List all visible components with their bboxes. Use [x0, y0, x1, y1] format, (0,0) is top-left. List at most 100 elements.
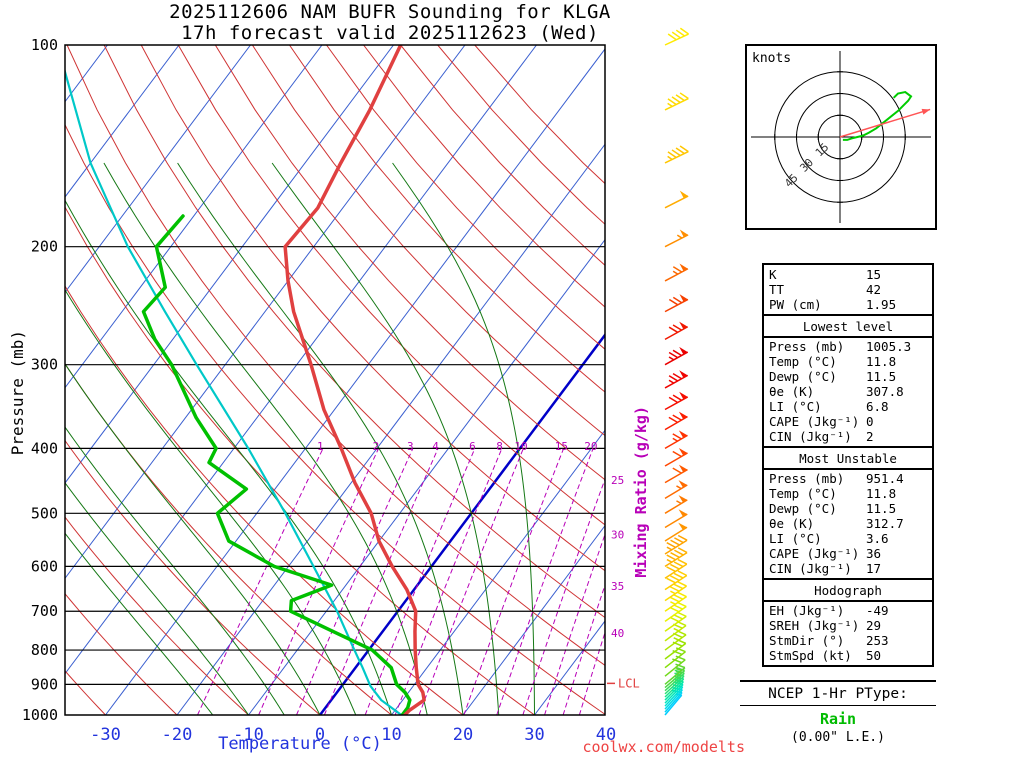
pressure-tick-label: 700 — [31, 602, 58, 620]
temperature-tick-label: 40 — [596, 725, 616, 745]
stats-row: PW (cm) 1.95 — [769, 297, 897, 312]
stats-row: StmSpd (kt) 50 — [769, 648, 882, 663]
hodograph-trace — [842, 90, 913, 141]
mixing-ratio-label: 20 — [584, 440, 597, 453]
stats-section: K 15 TT 42 PW (cm) 1.95 — [764, 265, 932, 314]
pressure-tick-label: 600 — [31, 557, 58, 575]
stats-section: Most Unstable Press (mb) 951.4 Temp (°C) 11.… — [764, 446, 932, 578]
mixing-ratio-label: 30 — [611, 529, 624, 542]
wind-barb — [664, 145, 689, 164]
wind-barb — [664, 611, 687, 632]
title-line-1: 2025112606 NAM BUFR Sounding for KLGA — [169, 1, 611, 23]
pressure-axis-label: Pressure (mb) — [8, 330, 27, 456]
stats-row: θe (K) 312.7 — [769, 516, 904, 531]
wind-barb — [664, 92, 689, 111]
hodograph-units-label: knots — [752, 51, 791, 66]
wind-barb — [664, 370, 689, 389]
stats-row: Temp (°C) 11.8 — [769, 486, 897, 501]
mixing-ratio-label: 40 — [611, 627, 624, 640]
stats-row: LI (°C) 3.6 — [769, 531, 889, 546]
mixing-ratio-label: 4 — [432, 440, 439, 453]
wind-barb — [664, 601, 687, 623]
mixing-ratio-label: 35 — [611, 580, 624, 593]
ptype-heading: NCEP 1-Hr PType: — [740, 680, 936, 706]
stats-row: θe (K) 307.8 — [769, 384, 904, 399]
temperature-tick-label: 0 — [315, 725, 325, 745]
wind-barb — [664, 663, 686, 685]
stats-row: CIN (Jkg⁻¹) 17 — [769, 561, 882, 576]
stats-section: Lowest level Press (mb) 1005.3 Temp (°C) 11.… — [764, 314, 932, 446]
ptype-block: NCEP 1-Hr PType: Rain (0.00" L.E.) — [740, 680, 936, 745]
stats-section-title: Hodograph — [764, 582, 932, 602]
temperature-tick-label: 30 — [524, 725, 544, 745]
mixing-ratio-axis-label: Mixing Ratio (g/kg) — [632, 406, 650, 578]
mixing-ratio-label: 25 — [611, 474, 624, 487]
lcl-label: LCL — [618, 676, 640, 690]
wind-barb — [664, 411, 688, 431]
wind-barb — [664, 27, 689, 46]
stats-row: SREH (Jkg⁻¹) 29 — [769, 618, 882, 633]
mixing-ratio-label: 3 — [407, 440, 414, 453]
stats-row: Temp (°C) 11.8 — [769, 354, 897, 369]
mixing-ratio-label: 8 — [496, 440, 503, 453]
wind-barb — [664, 430, 688, 450]
mixing-ratio-label: 6 — [469, 440, 476, 453]
pressure-tick-label: 200 — [31, 238, 58, 256]
wind-barb — [664, 509, 688, 529]
parcel-curve — [65, 67, 404, 715]
wind-barb — [664, 346, 689, 366]
pressure-tick-label: 1000 — [22, 706, 58, 724]
stats-row: CAPE (Jkg⁻¹) 36 — [769, 546, 882, 561]
pressure-tick-label: 800 — [31, 641, 58, 659]
wind-barb — [664, 591, 687, 612]
temperature-tick-label: 10 — [381, 725, 401, 745]
stats-section: Hodograph EH (Jkg⁻¹) -49 SREH (Jkg⁻¹) 29 StmD… — [764, 578, 932, 665]
wind-barb — [664, 570, 688, 591]
stats-row: Press (mb) 951.4 — [769, 471, 904, 486]
pressure-tick-label: 100 — [31, 36, 58, 54]
wind-barb — [664, 547, 688, 567]
dewpoint-curve — [141, 214, 412, 715]
wind-barb — [664, 655, 686, 677]
sounding-curves — [65, 45, 426, 715]
wind-barb — [664, 229, 689, 248]
wind-barb — [664, 581, 687, 602]
temperature-tick-label: -30 — [90, 725, 121, 745]
wind-barb — [664, 495, 688, 514]
pressure-tick-label: 400 — [31, 439, 58, 457]
pressure-tick-label: 500 — [31, 504, 58, 522]
pressure-tick-label: 900 — [31, 675, 58, 693]
mixing-ratio-label: 15 — [555, 440, 568, 453]
stats-row: EH (Jkg⁻¹) -49 — [769, 603, 889, 618]
wind-barb — [664, 190, 689, 209]
hodograph-ring-label: 15 — [813, 141, 832, 160]
stats-row: Press (mb) 1005.3 — [769, 339, 912, 354]
wind-barb — [664, 464, 688, 484]
stats-section-title: Most Unstable — [764, 450, 932, 470]
temperature-tick-label: 20 — [453, 725, 473, 745]
ptype-liquid-equivalent: (0.00" L.E.) — [791, 730, 885, 745]
wind-barb — [664, 480, 688, 500]
stats-section-title: Lowest level — [764, 318, 932, 338]
wind-barb — [664, 391, 689, 411]
wind-barb — [664, 558, 688, 579]
stats-row: CIN (Jkg⁻¹) 2 — [769, 429, 874, 444]
stats-row: LI (°C) 6.8 — [769, 399, 889, 414]
temperature-curve — [283, 45, 426, 715]
temperature-tick-label: -20 — [162, 725, 193, 745]
skewt-gridlines — [65, 45, 605, 715]
ptype-value: Rain — [819, 710, 857, 728]
storm-motion-vector — [839, 108, 931, 138]
stats-row: StmDir (°) 253 — [769, 633, 889, 648]
mixing-ratio-label: 10 — [514, 440, 527, 453]
stats-row: Dewp (°C) 11.5 — [769, 501, 897, 516]
temperature-axis-label: Temperature (°C) — [218, 734, 382, 754]
wind-barb — [664, 263, 689, 282]
stats-row: Dewp (°C) 11.5 — [769, 369, 897, 384]
stats-row: CAPE (Jkg⁻¹) 0 — [769, 414, 874, 429]
stats-row: TT 42 — [769, 282, 882, 297]
wind-barb — [664, 294, 689, 313]
